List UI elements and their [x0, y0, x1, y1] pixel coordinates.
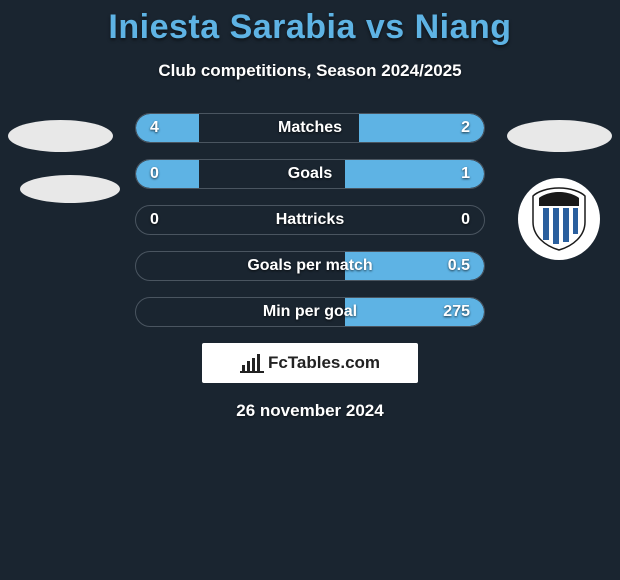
stat-label: Goals	[136, 165, 484, 183]
player-right-club-badge	[518, 178, 600, 260]
player-right-avatar-head	[507, 120, 612, 152]
page-title: Iniesta Sarabia vs Niang	[0, 0, 620, 47]
player-left-avatar-body	[20, 175, 120, 203]
stat-value-right: 0.5	[448, 257, 470, 275]
stat-value-right: 2	[461, 119, 470, 137]
stat-row: Min per goal275	[135, 297, 485, 327]
stat-row: 0Hattricks0	[135, 205, 485, 235]
footer-date: 26 november 2024	[0, 401, 620, 421]
source-logo: FcTables.com	[202, 343, 418, 383]
player-left-avatar-head	[8, 120, 113, 152]
source-logo-text: FcTables.com	[268, 353, 380, 373]
stat-label: Hattricks	[136, 211, 484, 229]
stat-row: 0Goals1	[135, 159, 485, 189]
stat-value-right: 275	[443, 303, 470, 321]
stats-container: 4Matches20Goals10Hattricks0Goals per mat…	[135, 113, 485, 327]
stat-label: Matches	[136, 119, 484, 137]
stat-row: 4Matches2	[135, 113, 485, 143]
chart-icon	[240, 353, 264, 373]
stat-label: Min per goal	[136, 303, 484, 321]
stat-label: Goals per match	[136, 257, 484, 275]
stat-value-right: 1	[461, 165, 470, 183]
subtitle: Club competitions, Season 2024/2025	[0, 61, 620, 81]
stat-value-right: 0	[461, 211, 470, 229]
stat-row: Goals per match0.5	[135, 251, 485, 281]
